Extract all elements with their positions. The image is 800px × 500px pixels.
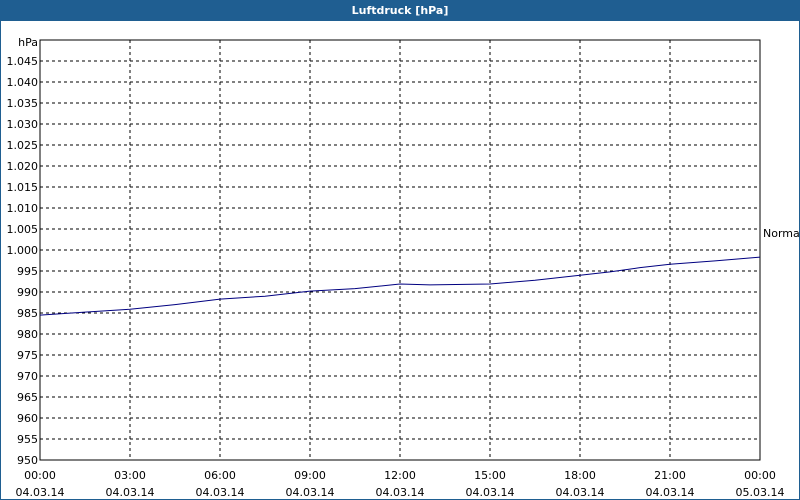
y-tick-label: 975: [17, 349, 38, 362]
y-tick-label: 1.040: [7, 76, 39, 89]
chart-title: Luftdruck [hPa]: [352, 4, 449, 17]
x-tick-label: 00:00 05.03.14: [736, 469, 785, 499]
x-tick-label: 06:00 04.03.14: [196, 469, 245, 499]
y-tick-label: 970: [17, 370, 38, 383]
x-tick-label: 03:00 04.03.14: [106, 469, 155, 499]
y-tick-label: 960: [17, 412, 38, 425]
title-bar: [0, 0, 800, 21]
y-tick-label: 965: [17, 391, 38, 404]
y-tick-label: 980: [17, 328, 38, 341]
x-tick-label: 18:00 04.03.14: [556, 469, 605, 499]
x-tick-label: 00:00 04.03.14: [16, 469, 65, 499]
y-axis-label: hPa: [18, 36, 38, 49]
y-tick-label: 1.005: [7, 223, 39, 236]
y-tick-label: 1.035: [7, 97, 39, 110]
x-tick-label: 21:00 04.03.14: [646, 469, 695, 499]
y-tick-label: 1.025: [7, 139, 39, 152]
y-tick-label: 1.000: [7, 244, 39, 257]
x-tick-label: 09:00 04.03.14: [286, 469, 335, 499]
y-tick-label: 990: [17, 286, 38, 299]
y-tick-label: 1.045: [7, 55, 39, 68]
y-tick-label: 950: [17, 454, 38, 467]
x-tick-label: 12:00 04.03.14: [376, 469, 425, 499]
y-tick-label: 1.010: [7, 202, 39, 215]
legend-label: Normal: [763, 227, 800, 240]
y-tick-label: 1.015: [7, 181, 39, 194]
data-line: [39, 256, 761, 316]
y-tick-label: 955: [17, 433, 38, 446]
y-tick-label: 985: [17, 307, 38, 320]
y-tick-label: 1.020: [7, 160, 39, 173]
y-tick-label: 995: [17, 265, 38, 278]
y-tick-label: 1.030: [7, 118, 39, 131]
x-tick-label: 15:00 04.03.14: [466, 469, 515, 499]
